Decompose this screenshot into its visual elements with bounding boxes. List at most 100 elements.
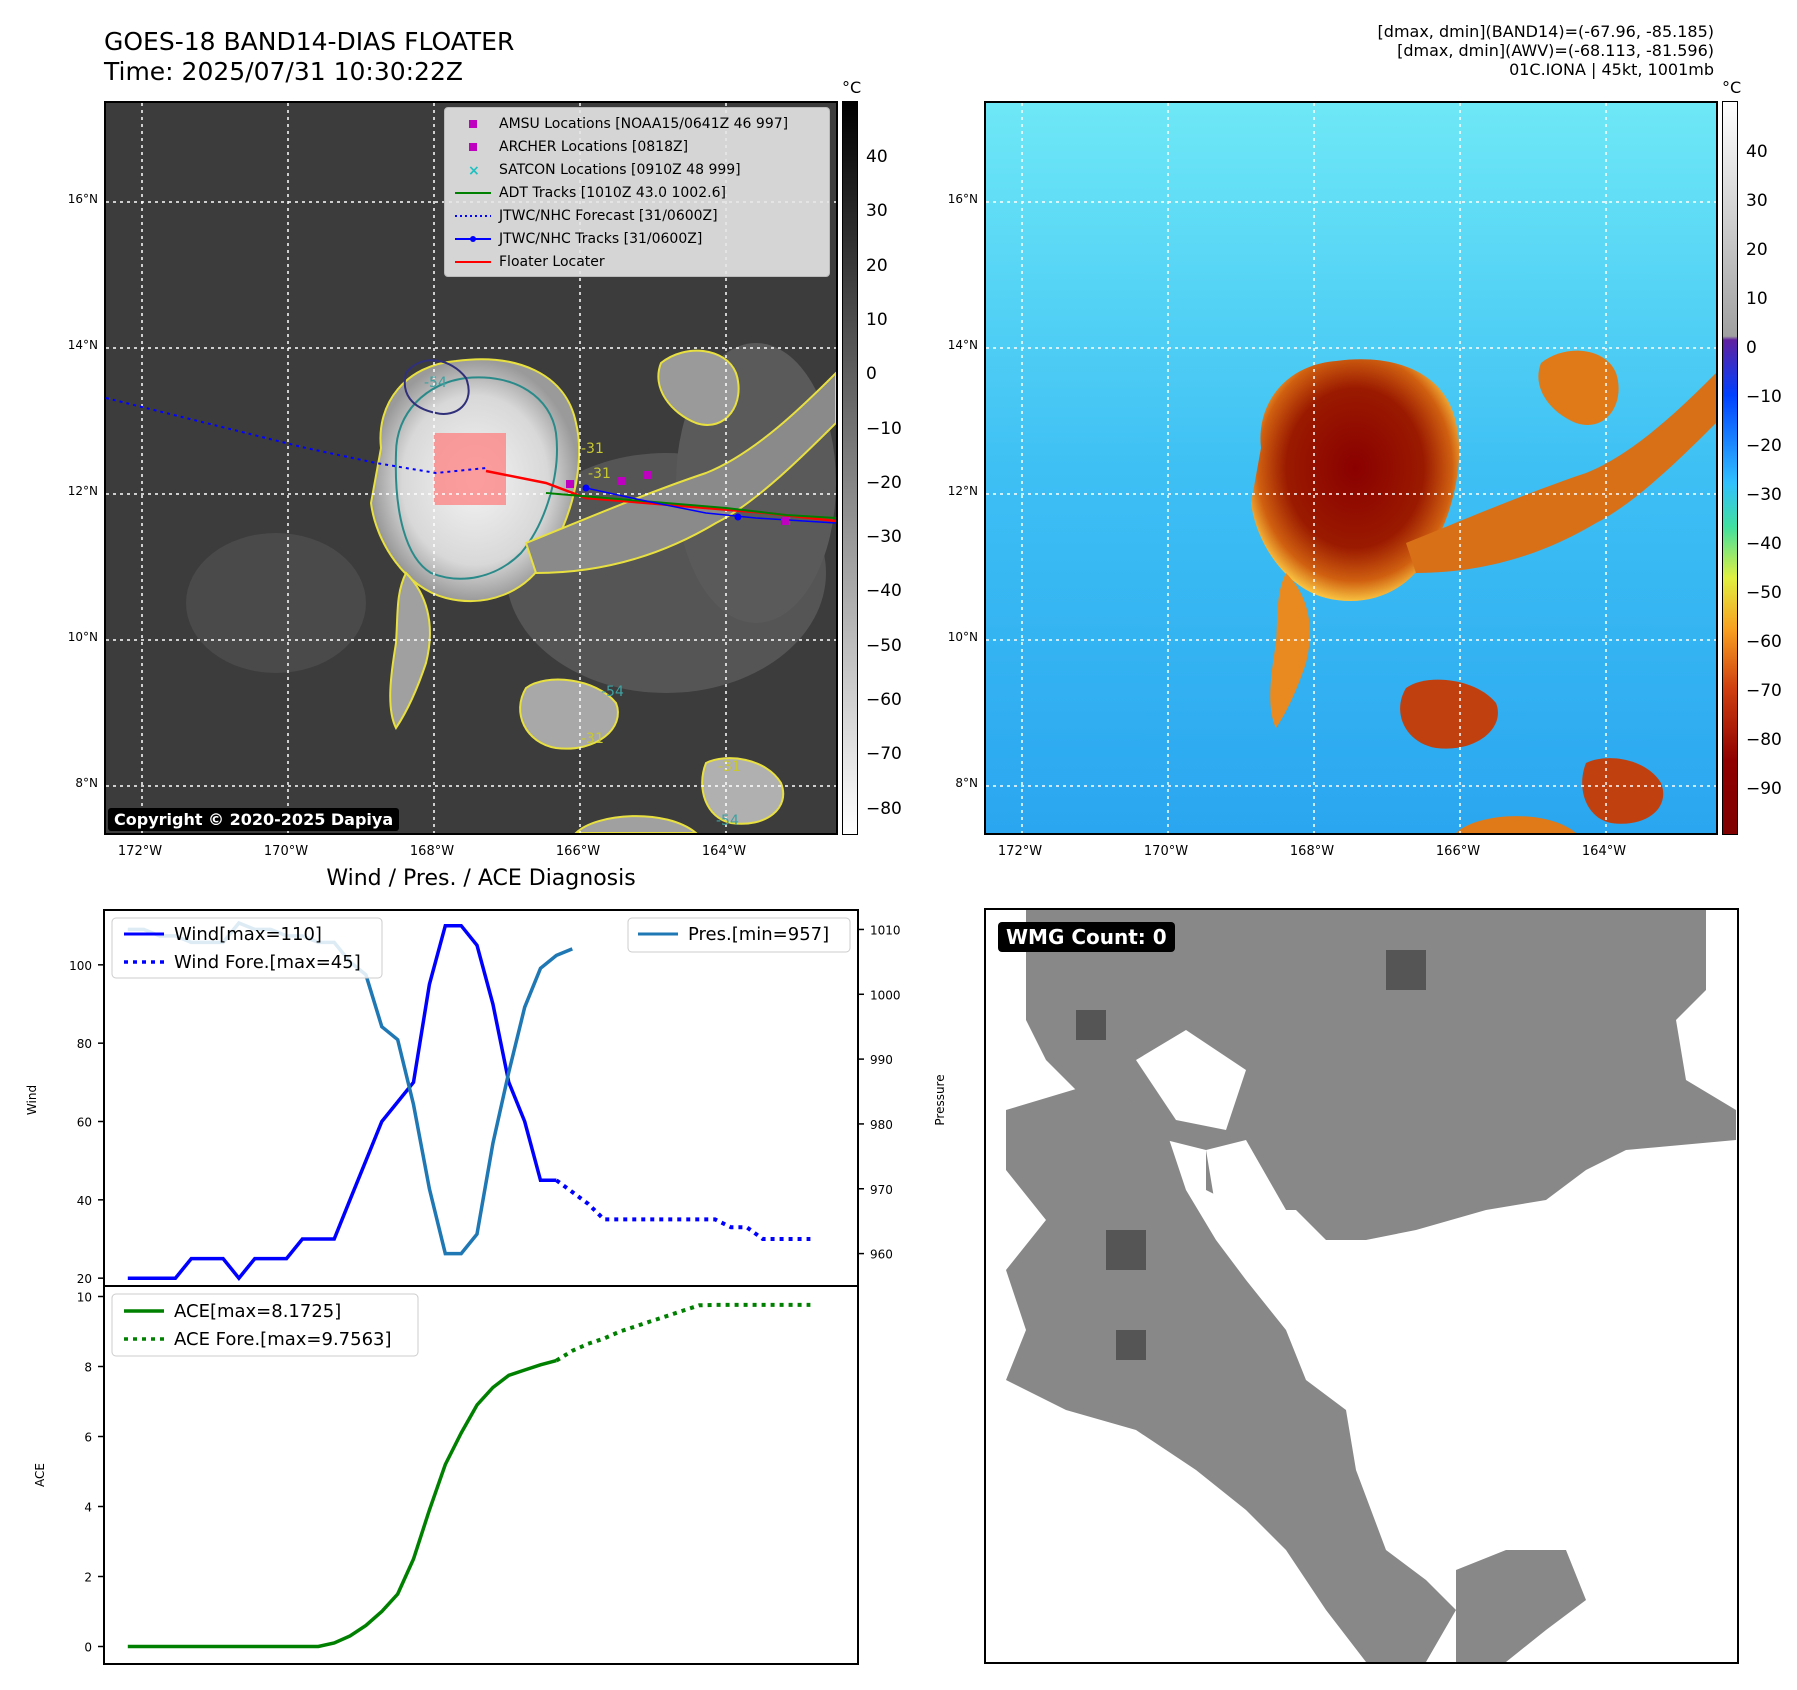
pressure-legend: Pres.[min=957] <box>627 917 851 953</box>
contour-label: -31 <box>588 466 611 482</box>
legend-item: JTWC/NHC Tracks [31/0600Z] <box>451 227 823 250</box>
axis-tick-label: 6 <box>84 1431 92 1445</box>
wmg-gap <box>1206 1140 1286 1240</box>
jtwc-track-point <box>734 513 742 521</box>
figure-title: GOES-18 BAND14-DIAS FLOATER Time: 2025/0… <box>104 27 514 87</box>
lon-tick-label: 168°W <box>1289 844 1335 859</box>
axis-tick-label: 2 <box>84 1571 92 1585</box>
lat-tick-label: 14°N <box>67 338 98 352</box>
axis-tick-label: 60 <box>77 1116 92 1130</box>
colorbar-tick-label: −20 <box>1746 436 1782 456</box>
jtwc-track-point <box>582 484 590 492</box>
lat-tick-label: 12°N <box>67 484 98 498</box>
legend-label: ADT Tracks [1010Z 43.0 1002.6] <box>499 184 726 201</box>
colorbar-tick-label: −40 <box>1746 534 1782 554</box>
cell-enhanced <box>1582 758 1664 824</box>
convective-cell <box>574 815 698 833</box>
ace-axes <box>103 1285 859 1665</box>
wind-ylabel: Wind <box>25 1085 39 1115</box>
legend-pressure: Pres.[min=957] <box>688 924 829 945</box>
cell-enhanced <box>1400 679 1498 749</box>
archer-location <box>618 477 626 485</box>
colorbar-tick-label: −50 <box>1746 583 1782 603</box>
colorbar-tick-label: −70 <box>1746 681 1782 701</box>
colorbar-tick-label: −40 <box>866 581 902 602</box>
cold-core-contour <box>403 359 470 415</box>
colorbar-tick-label: 0 <box>1746 338 1757 358</box>
colorbar-tick-label: −60 <box>1746 632 1782 652</box>
colorbar-tick-label: 40 <box>1746 142 1768 162</box>
rainband <box>524 371 836 575</box>
lat-tick-label: 8°N <box>955 776 978 790</box>
title-line-1: GOES-18 BAND14-DIAS FLOATER <box>104 27 515 56</box>
colorbar-tick-label: −70 <box>866 744 902 765</box>
wmg-region <box>1456 1550 1586 1662</box>
lat-tick-label: 12°N <box>947 484 978 498</box>
convective-cell <box>701 757 784 825</box>
wmg-count-badge: WMG Count: 0 <box>998 922 1175 952</box>
legend-swatch <box>455 214 491 217</box>
wmg-map <box>1006 910 1736 1662</box>
colorbar-left <box>842 101 858 835</box>
wmg-dark-cell <box>1106 1230 1146 1270</box>
contour-label: -54 <box>601 684 624 700</box>
wmg-region <box>1006 1080 1456 1662</box>
contour-label: -54 <box>424 375 447 391</box>
axis-tick-label: 100 <box>69 959 92 973</box>
lon-tick-label: 166°W <box>555 844 601 859</box>
contour-label: -31 <box>581 731 604 747</box>
contour-label: -54 <box>716 813 739 829</box>
cell-enhanced <box>1456 816 1576 833</box>
legend-swatch: × <box>468 163 480 177</box>
colorbar-right-unit: °C <box>1722 78 1742 97</box>
stats-info: [dmax, dmin](BAND14)=(-67.96, -85.185) [… <box>1114 22 1714 79</box>
copyright-badge: Copyright © 2020-2025 Dapiya <box>108 808 400 831</box>
enhanced-map-panel <box>984 101 1718 835</box>
legend-swatch <box>469 142 477 151</box>
colorbar-right <box>1722 101 1738 835</box>
legend-swatch <box>455 235 491 242</box>
axis-tick-label: 4 <box>84 1501 92 1515</box>
lat-tick-label: 10°N <box>67 630 98 644</box>
legend-item: ADT Tracks [1010Z 43.0 1002.6] <box>451 181 823 204</box>
legend-item: JTWC/NHC Forecast [31/0600Z] <box>451 204 823 227</box>
axis-tick-label: 1000 <box>870 988 901 1002</box>
legend-item: AMSU Locations [NOAA15/0641Z 46 997] <box>451 112 823 135</box>
legend-item: ARCHER Locations [0818Z] <box>451 135 823 158</box>
info-line-2: [dmax, dmin](AWV)=(-68.113, -81.596) <box>1397 41 1714 60</box>
colorbar-tick-label: −30 <box>1746 485 1782 505</box>
wmg-gap <box>1136 1030 1246 1130</box>
legend-label: Floater Locater <box>499 253 605 270</box>
cloud-tail <box>389 571 431 730</box>
rainband-enhanced <box>1406 373 1716 573</box>
ace-legend: ACE[max=8.1725] ACE Fore.[max=9.7563] <box>111 1293 419 1357</box>
legend-swatch <box>455 191 491 194</box>
wmg-panel: WMG Count: 0 <box>984 908 1739 1664</box>
lat-tick-label: 16°N <box>67 192 98 206</box>
colorbar-tick-label: −80 <box>866 798 902 819</box>
lon-tick-label: 168°W <box>409 844 455 859</box>
legend-label: SATCON Locations [0910Z 48 999] <box>499 161 741 178</box>
colorbar-tick-label: 40 <box>866 147 888 167</box>
lon-tick-label: 170°W <box>263 844 309 859</box>
colorbar-tick-label: 0 <box>866 364 877 385</box>
axis-tick-label: 970 <box>870 1183 893 1197</box>
lat-tick-label: 10°N <box>947 630 978 644</box>
colorbar-tick-label: 30 <box>866 201 888 222</box>
wmg-region <box>1026 910 1736 1240</box>
wind-series-line <box>127 923 557 1281</box>
ir-cloud-texture <box>186 533 366 673</box>
cell-enhanced <box>1538 350 1619 425</box>
lon-tick-label: 172°W <box>117 844 163 859</box>
axis-tick-label: 80 <box>77 1037 92 1051</box>
axis-tick-label: 1010 <box>870 923 901 937</box>
colorbar-tick-label: 10 <box>866 309 888 330</box>
convective-cell <box>657 349 740 426</box>
adt-track <box>545 492 836 519</box>
colorbar-left-unit: °C <box>842 78 862 97</box>
axis-tick-label: 960 <box>870 1248 893 1262</box>
legend-wind-fore: Wind Fore.[max=45] <box>174 952 361 973</box>
axis-tick-label: 8 <box>84 1361 92 1375</box>
map-grid <box>986 103 1716 833</box>
axis-tick-label: 20 <box>77 1272 92 1286</box>
